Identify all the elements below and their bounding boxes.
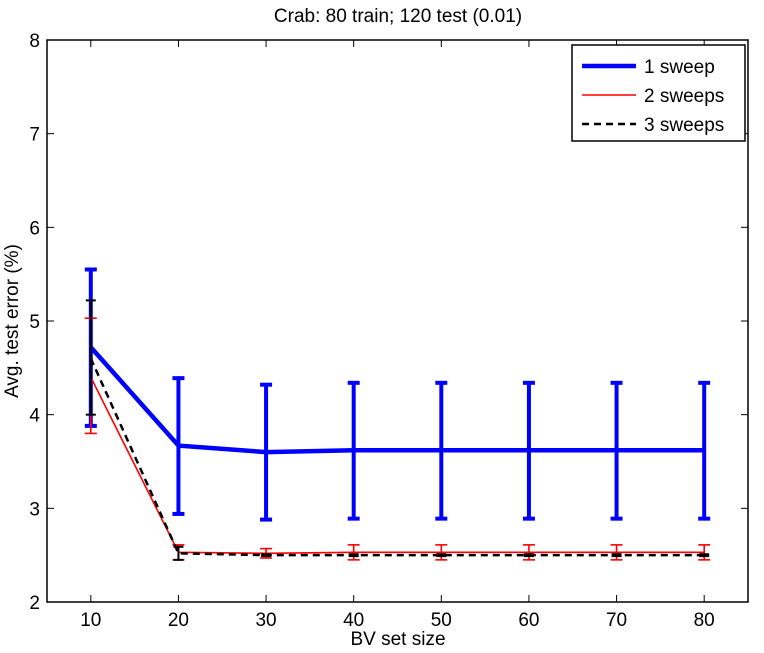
axis-ticks: 10 20 30 40 50 60 70 80 2 3 4 5 6 7 8: [29, 31, 748, 631]
y-tick-label: 4: [29, 406, 40, 427]
x-tick-label: 20: [168, 610, 189, 631]
series-1: [84, 267, 711, 522]
legend-label: 1 sweep: [644, 57, 715, 78]
y-axis-label: Avg. test error (%): [2, 244, 23, 398]
chart-title: Crab: 80 train; 120 test (0.01): [274, 6, 522, 27]
y-tick-label: 3: [29, 499, 40, 520]
plot-frame: [46, 39, 749, 603]
x-tick-label: 80: [694, 610, 715, 631]
legend-label: 3 sweeps: [644, 115, 724, 136]
legend: 1 sweep 2 sweeps 3 sweeps: [571, 44, 746, 142]
x-tick-label: 40: [343, 610, 364, 631]
x-tick-label: 70: [606, 610, 627, 631]
x-tick-label: 30: [255, 610, 276, 631]
y-tick-label: 2: [29, 593, 40, 614]
series-layer: [84, 267, 711, 561]
y-tick-label: 6: [29, 218, 40, 239]
x-tick-label: 10: [80, 610, 101, 631]
x-tick-label: 60: [518, 610, 539, 631]
series-3: [85, 299, 710, 561]
x-tick-label: 50: [431, 610, 452, 631]
series-line: [89, 345, 705, 455]
legend-label: 2 sweeps: [644, 86, 724, 107]
y-tick-label: 8: [29, 31, 40, 52]
x-axis-label: BV set size: [350, 629, 445, 650]
y-tick-label: 5: [29, 312, 40, 333]
series-line: [90, 376, 705, 555]
y-tick-label: 7: [29, 125, 40, 146]
series-line: [89, 357, 705, 557]
